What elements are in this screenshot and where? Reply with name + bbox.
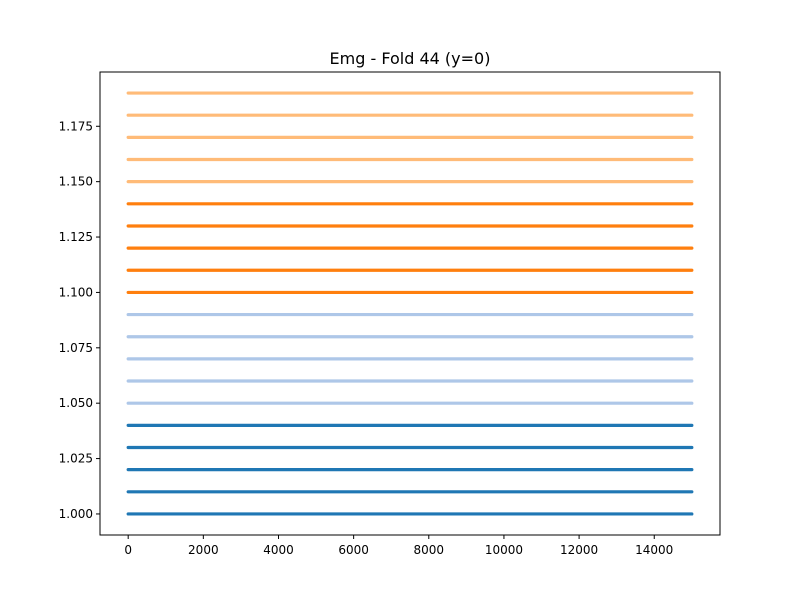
x-tick-label: 2000: [188, 543, 219, 557]
y-tick-label: 1.025: [59, 452, 93, 466]
x-tick-label: 10000: [485, 543, 523, 557]
chart-title: Emg - Fold 44 (y=0): [330, 49, 491, 68]
x-tick-label: 0: [124, 543, 132, 557]
y-tick-label: 1.125: [59, 230, 93, 244]
y-tick-label: 1.000: [59, 507, 93, 521]
y-tick-label: 1.150: [59, 175, 93, 189]
x-tick-label: 8000: [414, 543, 445, 557]
y-tick-label: 1.050: [59, 396, 93, 410]
y-tick-label: 1.100: [59, 285, 93, 299]
plot-frame: [99, 71, 721, 536]
x-tick-label: 14000: [635, 543, 673, 557]
x-tick-label: 6000: [338, 543, 369, 557]
y-tick-label: 1.175: [59, 119, 93, 133]
x-tick-label: 12000: [560, 543, 598, 557]
x-tick-label: 4000: [263, 543, 294, 557]
y-axis: 1.000 1.025 1.050 1.075 1.100 1.125 1.150 1.175: [59, 119, 100, 521]
series-layer: [126, 91, 694, 516]
y-tick-label: 1.075: [59, 341, 93, 355]
x-axis: 0 2000 4000 6000 8000 10000 12000 14000: [124, 535, 673, 557]
